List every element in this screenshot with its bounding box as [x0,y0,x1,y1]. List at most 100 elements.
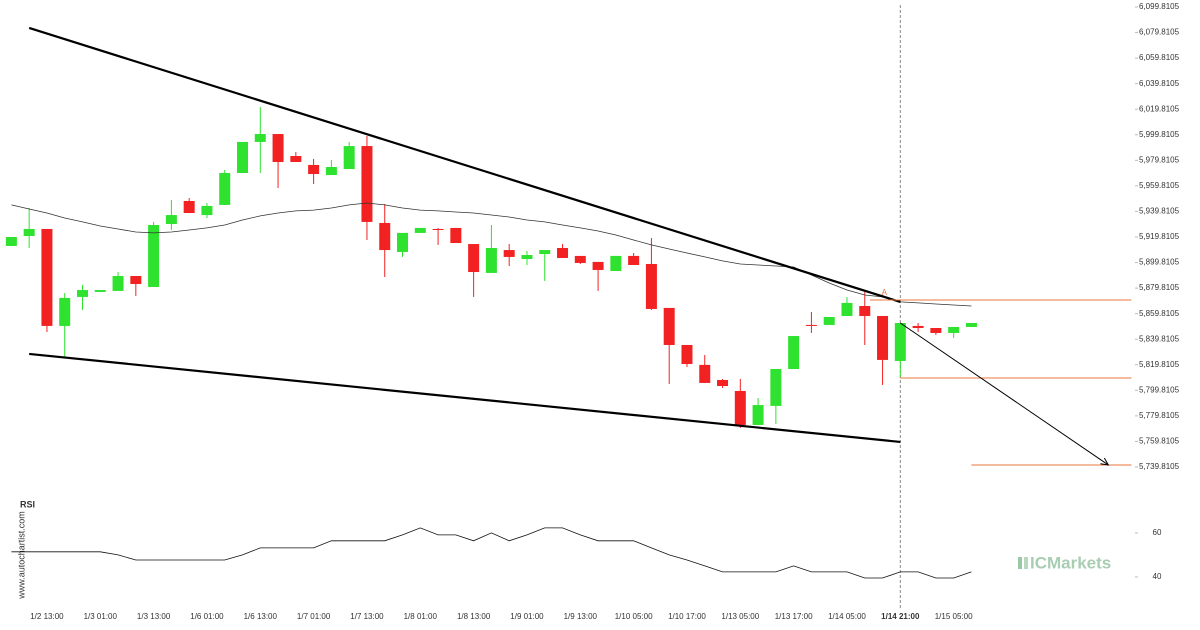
candle-body [805,324,817,326]
candle-body [94,290,106,292]
candle-body [699,364,711,383]
candle-body [272,134,284,163]
x-tick-label: 1/13 05:00 [721,612,759,621]
y-tick-label: 6,039.8105 [1139,79,1180,88]
candle-body [503,250,515,257]
marker-label: A [882,288,888,297]
candle-body [308,164,320,175]
rsi-line [11,527,972,579]
logo: ICMarkets [1018,553,1111,572]
x-tick-label: 1/9 01:00 [510,612,544,621]
y-tick-label: 5,859.8105 [1139,309,1180,318]
candle-body [948,326,960,333]
candle-body [41,228,53,326]
candle-body [770,369,782,406]
candle-body [5,237,17,246]
candle-body [361,146,373,222]
candle-body [912,325,924,328]
candle-body [717,379,729,386]
candle-body [130,275,142,285]
candle-body [645,263,657,309]
forecast-arrow [900,322,1109,466]
candle-body [165,215,177,224]
y-tick-label: 6,099.8105 [1139,2,1180,11]
y-tick-label: 5,899.8105 [1139,258,1180,267]
y-tick-label: 5,919.8105 [1139,232,1180,241]
arrow-head [1100,457,1110,466]
candle-body [894,323,906,361]
candle-body [681,344,693,365]
y-tick-label: 5,939.8105 [1139,207,1180,216]
candle-body [219,173,231,205]
candle-body [877,315,889,360]
x-tick-label: 1/13 17:00 [775,612,813,621]
y-tick-label: 5,959.8105 [1139,181,1180,190]
y-tick-label: 6,019.8105 [1139,104,1180,113]
candle-body [76,290,88,297]
candle-body [112,275,124,291]
y-tick-label: 5,839.8105 [1139,334,1180,343]
candle-body [965,323,977,327]
candle-body [148,225,160,287]
y-tick-label: 5,739.8105 [1139,462,1180,471]
y-tick-label: 5,819.8105 [1139,360,1180,369]
rsi-title: RSI [20,499,35,509]
watermark: www.autochartist.com [16,511,26,600]
logo-text: ICMarkets [1030,553,1111,572]
candle-body [450,227,462,244]
x-tick-label: 1/15 05:00 [935,612,973,621]
y-tick-label: 5,759.8105 [1139,437,1180,446]
candle-body [485,248,497,273]
x-tick-label: 1/6 13:00 [244,612,278,621]
candle-body [841,302,853,316]
y-tick-label: 6,059.8105 [1139,53,1180,62]
x-tick-label: 1/14 21:00 [881,612,920,621]
candle-body [752,405,764,425]
candle-body [539,250,551,255]
candle-body [397,232,409,252]
candle-body [432,228,444,230]
rsi-tick-label: 40 [1153,572,1162,581]
candle-body [734,390,746,425]
logo-bar [1024,557,1028,569]
candle-body [23,228,35,236]
candle-body [823,316,835,325]
candle-body [610,255,622,272]
y-tick-label: 5,999.8105 [1139,130,1180,139]
candle-body [468,244,480,273]
candle-body [325,166,337,176]
trend-line [28,26,901,303]
candle-body [628,255,640,265]
candle-body [379,222,391,251]
x-tick-label: 1/9 13:00 [564,612,598,621]
candle-body [859,306,871,316]
x-tick-label: 1/10 05:00 [615,612,653,621]
x-tick-label: 1/2 13:00 [30,612,64,621]
y-tick-label: 5,879.8105 [1139,283,1180,292]
y-tick-label: 5,779.8105 [1139,411,1180,420]
candle-body [237,141,249,174]
x-tick-label: 1/7 01:00 [297,612,331,621]
x-tick-label: 1/10 17:00 [668,612,706,621]
x-tick-label: 1/8 13:00 [457,612,491,621]
candle-body [521,255,533,259]
candle-body [290,156,302,163]
candle-body [788,336,800,370]
x-tick-label: 1/14 05:00 [828,612,866,621]
candle-body [183,200,195,213]
y-tick-label: 6,079.8105 [1139,28,1180,37]
candle-body [557,248,569,258]
candle-body [343,146,355,170]
candle-body [592,261,604,270]
y-tick-label: 5,799.8105 [1139,385,1180,394]
x-tick-label: 1/8 01:00 [404,612,438,621]
trend-line [29,352,901,444]
candle-body [201,205,213,216]
candle-body [59,297,71,326]
x-tick-label: 1/3 01:00 [84,612,118,621]
candle-body [414,227,426,233]
candle-body [930,327,942,333]
rsi-tick-label: 60 [1153,528,1162,537]
candle-body [663,307,675,345]
